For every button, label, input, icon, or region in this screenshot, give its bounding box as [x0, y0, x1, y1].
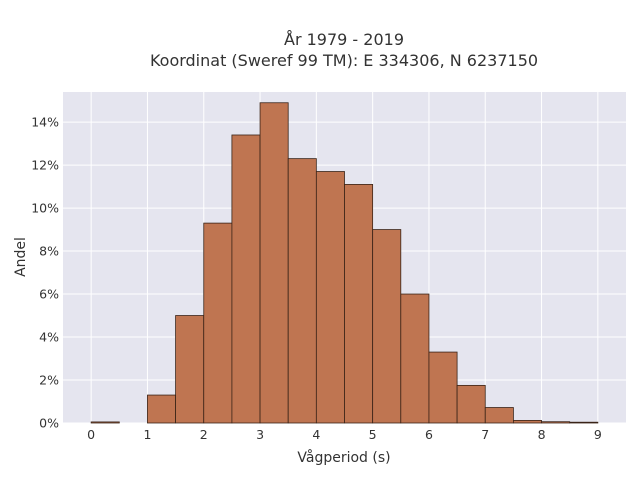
x-tick-label: 9 [594, 427, 602, 442]
x-tick-label: 5 [369, 427, 377, 442]
x-axis-label: Vågperiod (s) [297, 449, 390, 466]
histogram-bar [175, 315, 205, 424]
y-tick-label: 6% [39, 287, 59, 302]
histogram-bar [90, 421, 120, 424]
x-tick-label: 6 [425, 427, 433, 442]
histogram-bar [147, 394, 176, 424]
histogram-bar [344, 184, 374, 424]
y-tick-label: 8% [39, 244, 59, 259]
x-axis-ticks: 0 1 2 3 4 5 6 7 8 9 [87, 427, 602, 442]
x-tick-label: 4 [312, 427, 320, 442]
x-tick-label: 0 [87, 427, 95, 442]
y-axis-label: Andel [13, 237, 29, 277]
x-tick-label: 3 [256, 427, 264, 442]
y-tick-label: 14% [31, 115, 59, 130]
y-tick-label: 0% [39, 416, 59, 431]
histogram-bar [456, 384, 486, 424]
histogram-bar [259, 102, 289, 424]
histogram-bar [541, 421, 571, 424]
histogram-bar [400, 293, 430, 424]
histogram-bar [428, 351, 458, 424]
x-tick-label: 1 [143, 427, 151, 442]
histogram-bar [315, 171, 345, 424]
y-tick-label: 10% [31, 201, 59, 216]
y-tick-label: 4% [39, 330, 59, 345]
x-tick-label: 8 [538, 427, 546, 442]
histogram-bar [231, 134, 261, 424]
y-tick-label: 12% [31, 158, 59, 173]
histogram-bars [90, 102, 599, 424]
histogram-bar [203, 222, 233, 424]
chart-title-line-1: År 1979 - 2019 [284, 30, 404, 49]
histogram-bar [484, 407, 514, 424]
y-axis-ticks: 0% 2% 4% 6% 8% 10% 12% 14% [31, 115, 59, 431]
chart-title-line-2: Koordinat (Sweref 99 TM): E 334306, N 62… [150, 51, 538, 70]
x-tick-label: 7 [481, 427, 489, 442]
histogram-bar [569, 421, 599, 424]
histogram-bar [513, 420, 542, 424]
y-tick-label: 2% [39, 373, 59, 388]
x-tick-label: 2 [200, 427, 208, 442]
histogram-bar [287, 158, 317, 424]
histogram-bar [372, 229, 402, 424]
